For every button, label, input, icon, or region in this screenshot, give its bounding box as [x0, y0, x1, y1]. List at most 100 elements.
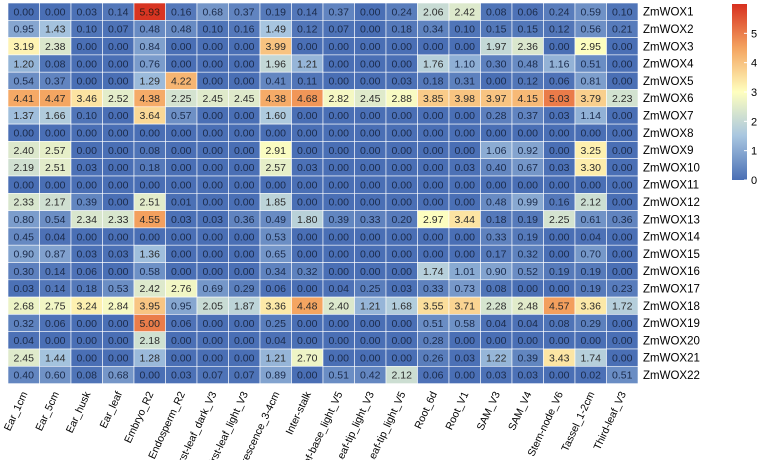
- cell-value-label: 2.42: [140, 283, 161, 295]
- cell-value-label: 0.19: [518, 231, 539, 243]
- cell-value-label: 0.00: [171, 179, 192, 191]
- cell-value-label: 0.00: [203, 231, 224, 243]
- cell-value-label: 0.18: [392, 24, 413, 36]
- cell-value-label: 1.72: [612, 300, 633, 312]
- cell-value-label: 3.36: [266, 300, 287, 312]
- cell-value-label: 0.00: [234, 231, 255, 243]
- cell-value-label: 1.21: [266, 352, 287, 364]
- cell-value-label: 1.96: [266, 58, 287, 70]
- cell-value-label: 0.28: [486, 110, 507, 122]
- cell-value-label: 2.57: [266, 162, 287, 174]
- cell-value-label: 0.03: [518, 370, 539, 382]
- cell-value-label: 0.00: [549, 249, 570, 261]
- cell-value-label: 0.00: [612, 179, 633, 191]
- cell-value-label: 0.36: [612, 214, 633, 226]
- cell-value-label: 0.29: [234, 283, 255, 295]
- cell-value-label: 5.00: [140, 318, 161, 330]
- cell-value-label: 0.00: [392, 179, 413, 191]
- cell-value-label: 0.06: [266, 283, 287, 295]
- cell-value-label: 0.12: [518, 76, 539, 88]
- cell-value-label: 0.00: [518, 179, 539, 191]
- row-label: ZmWOX4: [643, 59, 694, 71]
- cell-value-label: 4.38: [140, 93, 161, 105]
- cell-value-label: 0.99: [518, 197, 539, 209]
- cell-value-label: 0.00: [612, 41, 633, 53]
- cell-value-label: 3.64: [140, 110, 161, 122]
- cell-value-label: 2.82: [329, 93, 350, 105]
- cell-value-label: 0.00: [203, 318, 224, 330]
- cell-value-label: 0.00: [108, 162, 129, 174]
- cell-value-label: 0.56: [581, 24, 602, 36]
- cell-value-label: 0.03: [392, 283, 413, 295]
- cell-value-label: 0.37: [45, 76, 66, 88]
- cell-value-label: 4.57: [549, 300, 570, 312]
- cell-value-label: 0.00: [486, 76, 507, 88]
- cell-value-label: 0.00: [360, 24, 381, 36]
- cell-value-label: 0.00: [297, 335, 318, 347]
- cell-value-label: 0.00: [234, 110, 255, 122]
- cell-value-label: 0.00: [203, 41, 224, 53]
- cell-value-label: 1.36: [140, 249, 161, 261]
- cell-value-label: 0.00: [108, 335, 129, 347]
- cell-value-label: 0.00: [108, 179, 129, 191]
- cell-value-label: 1.74: [423, 266, 444, 278]
- cell-value-label: 1.66: [45, 110, 66, 122]
- cell-value-label: 0.08: [486, 283, 507, 295]
- cell-value-label: 1.60: [266, 110, 287, 122]
- row-label: ZmWOX21: [643, 353, 700, 365]
- cell-value-label: 0.07: [329, 24, 350, 36]
- cell-value-label: 0.00: [423, 249, 444, 261]
- cell-value-label: 0.00: [108, 197, 129, 209]
- cell-value-label: 0.18: [140, 162, 161, 174]
- cell-value-label: 0.00: [297, 145, 318, 157]
- cell-value-label: 0.15: [518, 24, 539, 36]
- row-label: ZmWOX14: [643, 232, 700, 244]
- column-labels: Ear_1cm Ear_5cm Ear_husk Ear_leafEmbryo_R2E…: [2, 389, 629, 460]
- cell-value-label: 0.00: [45, 6, 66, 18]
- cell-value-label: 0.00: [329, 197, 350, 209]
- cell-value-label: 1.87: [234, 300, 255, 312]
- cell-value-label: 0.00: [423, 179, 444, 191]
- cell-value-label: 0.00: [171, 41, 192, 53]
- cell-value-label: 0.10: [77, 110, 98, 122]
- cell-value-label: 0.00: [171, 249, 192, 261]
- cell-value-label: 0.00: [329, 145, 350, 157]
- cell-value-label: 0.00: [549, 127, 570, 139]
- cell-value-label: 0.14: [297, 6, 318, 18]
- cell-value-label: 2.18: [140, 335, 161, 347]
- cell-value-label: 0.65: [266, 249, 287, 261]
- cell-value-label: 0.00: [423, 162, 444, 174]
- cell-value-label: 0.76: [140, 58, 161, 70]
- cell-value-label: 0.00: [329, 127, 350, 139]
- cell-value-label: 0.12: [297, 24, 318, 36]
- cell-value-label: 3.55: [423, 300, 444, 312]
- cell-value-label: 0.00: [234, 266, 255, 278]
- cell-value-label: 5.03: [549, 93, 570, 105]
- cell-value-label: 0.53: [266, 231, 287, 243]
- cell-value-label: 0.00: [392, 318, 413, 330]
- cell-value-label: 2.28: [486, 300, 507, 312]
- cell-value-label: 0.00: [171, 266, 192, 278]
- cell-value-label: 0.00: [581, 127, 602, 139]
- cell-value-label: 0.10: [77, 24, 98, 36]
- cell-value-label: 0.00: [14, 179, 35, 191]
- cell-value-label: 0.00: [108, 110, 129, 122]
- cell-value-label: 0.00: [77, 145, 98, 157]
- cell-value-label: 3.25: [581, 145, 602, 157]
- cell-value-label: 0.80: [14, 214, 35, 226]
- cell-value-label: 2.45: [234, 93, 255, 105]
- cell-value-label: 4.68: [297, 93, 318, 105]
- cell-value-label: 0.00: [360, 231, 381, 243]
- cell-value-label: 0.03: [455, 352, 476, 364]
- cell-value-label: 3.97: [486, 93, 507, 105]
- cell-value-label: 3.95: [140, 300, 161, 312]
- cell-value-label: 2.48: [518, 300, 539, 312]
- cell-value-label: 0.00: [77, 352, 98, 364]
- cell-value-label: 0.00: [392, 41, 413, 53]
- cell-value-label: 0.39: [77, 197, 98, 209]
- cell-value-label: 0.00: [329, 179, 350, 191]
- cell-value-label: 3.46: [77, 93, 98, 105]
- cell-value-label: 0.00: [360, 318, 381, 330]
- cell-value-label: 0.00: [234, 318, 255, 330]
- cell-value-label: 0.00: [455, 370, 476, 382]
